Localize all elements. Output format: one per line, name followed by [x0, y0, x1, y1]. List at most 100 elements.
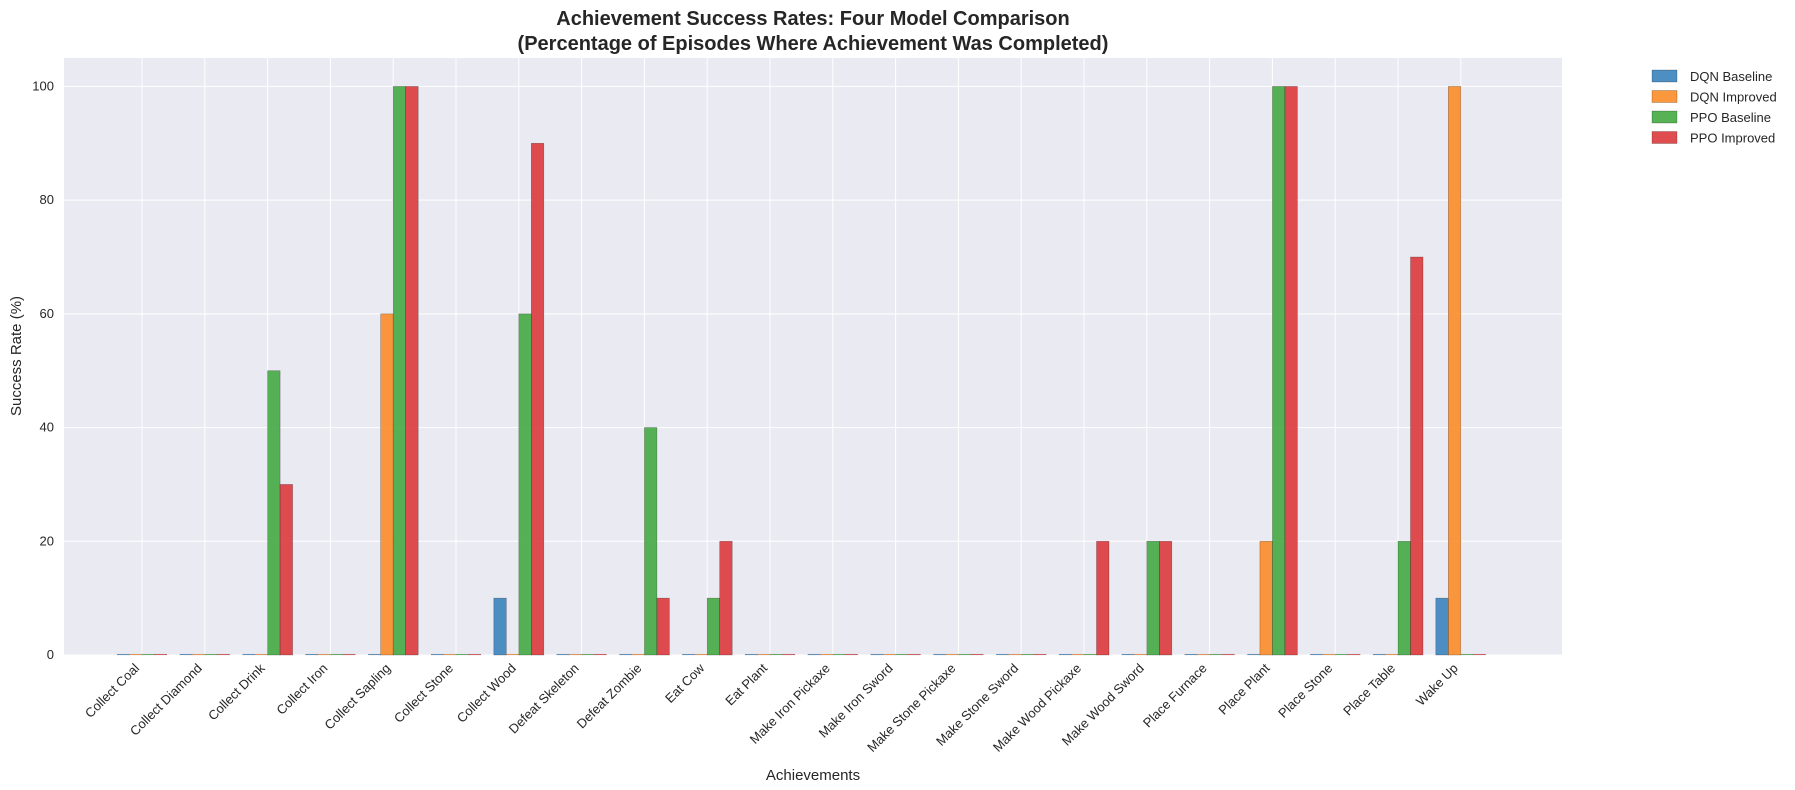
x-tick-label: Place Stone: [1275, 661, 1335, 721]
bar: [1259, 540, 1273, 656]
bar: [1121, 653, 1135, 656]
bar: [556, 653, 570, 656]
bar: [179, 653, 193, 656]
y-axis-label: Success Rate (%): [8, 296, 25, 416]
bar: [518, 313, 532, 656]
bar: [129, 653, 143, 656]
bar: [844, 653, 859, 656]
x-tick-label: Place Table: [1340, 661, 1398, 719]
bar: [568, 653, 582, 656]
bar: [870, 653, 884, 656]
bar: [468, 653, 482, 656]
bar: [141, 653, 155, 656]
bar: [1008, 653, 1022, 656]
bar: [367, 653, 382, 656]
bar: [1247, 653, 1261, 656]
bar: [945, 653, 959, 656]
bar: [593, 653, 607, 656]
bar: [380, 313, 394, 656]
bar: [744, 653, 758, 656]
y-tick-label: 20: [40, 533, 54, 548]
bar: [530, 142, 545, 656]
bar: [933, 653, 947, 656]
bar: [1460, 653, 1474, 656]
x-tick-label: Eat Plant: [722, 660, 770, 708]
bar: [1196, 653, 1210, 656]
bar: [154, 653, 168, 656]
bar: [1473, 653, 1487, 656]
bar: [895, 653, 909, 656]
bar: [970, 653, 984, 656]
bar: [706, 597, 721, 656]
x-tick-label: Place Furnace: [1140, 661, 1210, 731]
legend-label: PPO Improved: [1690, 131, 1775, 146]
y-tick-label: 80: [40, 192, 54, 207]
bar: [644, 427, 658, 656]
bar: [192, 653, 206, 656]
bar: [631, 653, 645, 656]
bar: [1334, 653, 1348, 656]
bar: [330, 653, 344, 656]
bar: [995, 653, 1010, 656]
bar: [392, 86, 407, 656]
x-tick-label: Defeat Zombie: [574, 661, 645, 732]
bar: [1096, 540, 1110, 656]
legend: DQN Baseline DQN Improved PPO Baseline PPO …: [1651, 69, 1777, 146]
bar: [769, 653, 783, 656]
bar: [317, 653, 331, 656]
bar: [1385, 653, 1399, 656]
bar: [1058, 653, 1072, 656]
bar: [619, 653, 633, 656]
bar: [681, 653, 696, 656]
bar: [1221, 653, 1235, 656]
legend-label: PPO Baseline: [1690, 110, 1771, 125]
bar: [1083, 653, 1097, 656]
bar: [907, 653, 921, 656]
legend-label: DQN Improved: [1690, 90, 1777, 105]
x-tick-label: Place Plant: [1215, 660, 1272, 717]
bar: [1435, 597, 1449, 656]
bar: [1134, 653, 1148, 656]
bar: [882, 653, 896, 656]
y-tick-label: 40: [40, 420, 54, 435]
bar: [1309, 653, 1323, 656]
y-axis: 0 20 40 60 80 100: [32, 78, 54, 662]
legend-swatch: [1651, 131, 1678, 144]
x-tick-label: Collect Coal: [82, 660, 142, 720]
bar: [1209, 653, 1223, 656]
legend-label: DQN Baseline: [1690, 69, 1772, 84]
bar: [1372, 653, 1386, 656]
bar: [1071, 653, 1085, 656]
bar: [1272, 86, 1286, 656]
bar: [204, 653, 218, 656]
bar: [1347, 653, 1361, 656]
legend-swatch: [1651, 90, 1678, 103]
bar: [430, 653, 444, 656]
y-tick-label: 100: [32, 78, 54, 93]
x-tick-label: Collect Sapling: [321, 661, 393, 733]
bar: [279, 484, 293, 656]
x-tick-label: Collect Drink: [205, 660, 268, 723]
x-tick-label: Eat Cow: [662, 660, 708, 706]
bar: [267, 370, 281, 656]
bar: [305, 653, 319, 656]
bar: [217, 653, 231, 656]
bar: [1448, 86, 1462, 656]
bar: [782, 653, 796, 656]
bars: [116, 86, 1487, 656]
bar: [1284, 86, 1298, 656]
bar: [1184, 653, 1198, 656]
plot-area: [64, 58, 1562, 655]
legend-swatch: [1651, 110, 1678, 124]
bar: [1410, 256, 1424, 656]
bar: [443, 653, 457, 656]
bar: [757, 653, 771, 656]
x-tick-label: Collect Iron: [273, 661, 330, 718]
chart-subtitle: (Percentage of Episodes Where Achievemen…: [518, 33, 1109, 55]
bar: [1146, 540, 1160, 656]
chart-title: Achievement Success Rates: Four Model Co…: [556, 8, 1069, 30]
bar: [958, 653, 972, 656]
x-tick-label: Collect Wood: [454, 661, 519, 726]
bar: [242, 653, 256, 656]
bar: [719, 540, 733, 656]
